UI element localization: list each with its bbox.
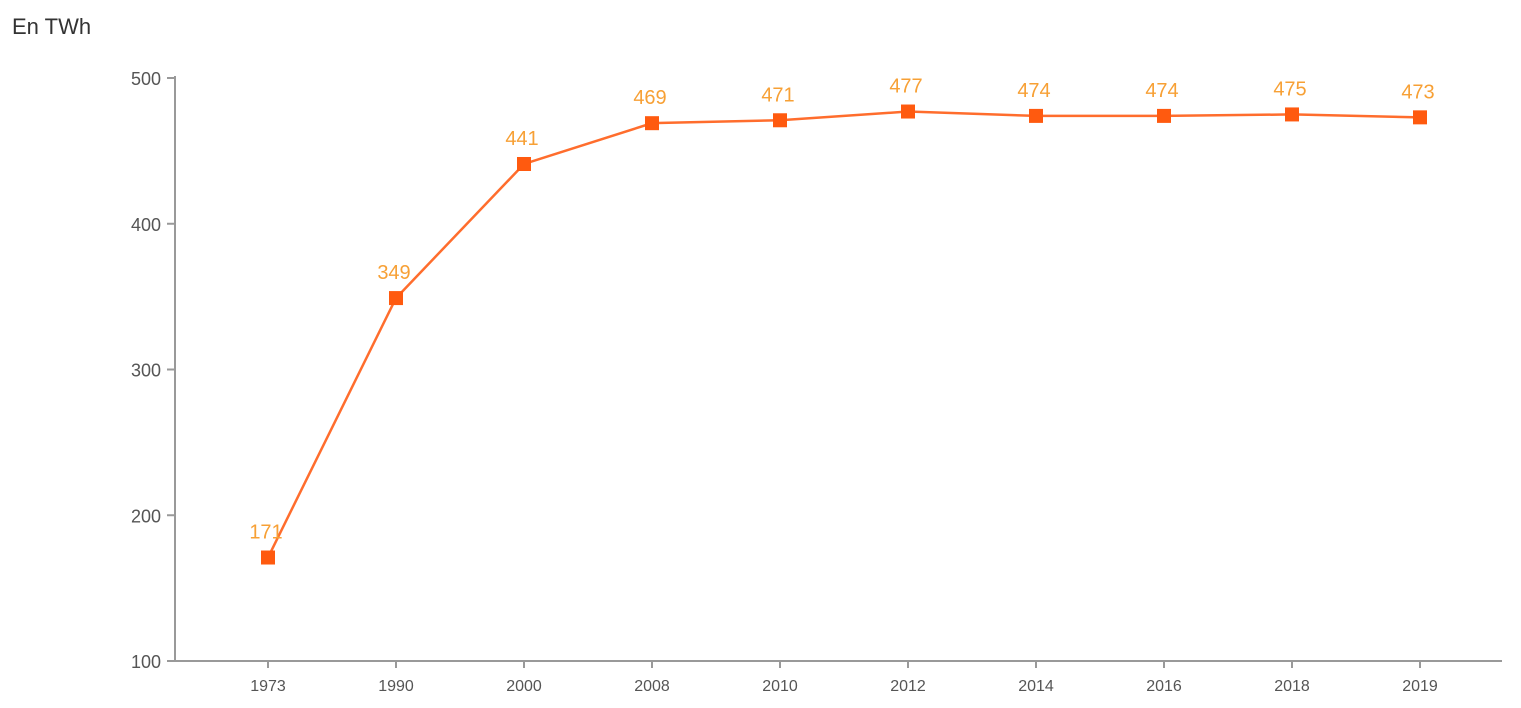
data-label: 469 — [633, 87, 666, 109]
x-tick-label: 2008 — [634, 678, 670, 695]
y-tick-label: 500 — [131, 69, 161, 89]
data-label: 171 — [249, 522, 282, 544]
x-tick-label: 2012 — [890, 678, 926, 695]
data-point-marker — [1029, 108, 1043, 123]
y-tick-label: 400 — [131, 215, 161, 235]
x-tick-label: 2000 — [506, 678, 542, 695]
data-markers — [261, 104, 1427, 565]
x-tick-label: 1990 — [378, 678, 414, 695]
data-label: 477 — [889, 76, 922, 98]
data-label: 474 — [1145, 80, 1178, 102]
axes — [174, 76, 1502, 662]
x-tick-label: 2019 — [1402, 678, 1438, 695]
y-tick-label: 100 — [131, 652, 161, 672]
x-tick-label: 2018 — [1274, 678, 1310, 695]
series-line — [266, 110, 1421, 559]
data-point-marker — [1413, 110, 1427, 125]
y-tick-label: 200 — [131, 506, 161, 526]
x-tick-labels: 1973 1990 2000 2008 2010 2012 2014 2016 2018 2019 — [250, 661, 1438, 695]
x-tick-label: 1973 — [250, 678, 286, 695]
data-label: 441 — [505, 128, 538, 150]
data-point-marker — [1157, 108, 1171, 123]
series-line-group — [266, 110, 1421, 559]
data-label: 475 — [1273, 78, 1306, 100]
x-tick-label: 2016 — [1146, 678, 1182, 695]
data-point-marker — [261, 550, 275, 565]
data-point-marker — [389, 291, 403, 306]
data-label: 474 — [1017, 80, 1050, 102]
data-label: 473 — [1401, 81, 1434, 103]
data-point-marker — [645, 116, 659, 131]
data-point-marker — [773, 113, 787, 128]
data-point-marker — [517, 156, 531, 171]
x-tick-label: 2014 — [1018, 678, 1054, 695]
y-axis-unit-label: En TWh — [12, 14, 92, 39]
y-tick-labels: 100 200 300 400 500 — [131, 69, 175, 672]
data-labels: 171 349 441 469 471 477 474 474 475 473 — [249, 76, 1434, 544]
data-label: 471 — [761, 84, 794, 106]
x-tick-label: 2010 — [762, 678, 798, 695]
data-label: 349 — [377, 262, 410, 284]
data-point-marker — [901, 104, 915, 119]
data-point-marker — [1285, 107, 1299, 122]
y-tick-label: 300 — [131, 361, 161, 381]
